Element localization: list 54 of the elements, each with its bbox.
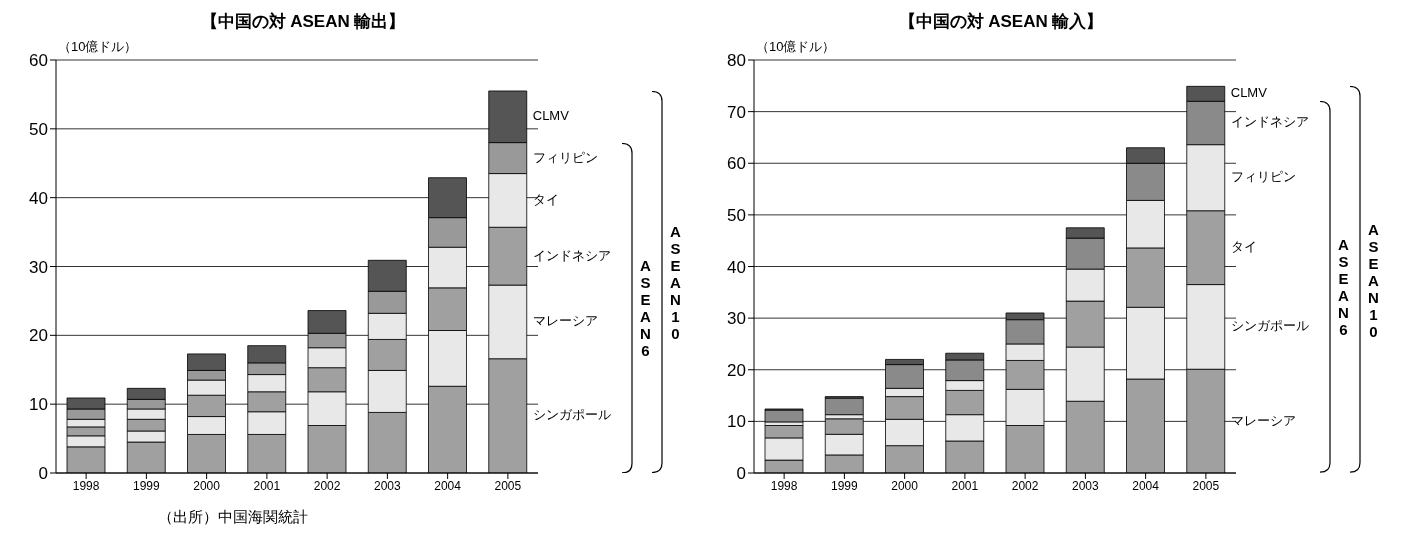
x-tick-label: 1998	[72, 478, 100, 493]
y-tick-label: 30	[727, 309, 746, 329]
series-label: マレーシア	[532, 313, 598, 329]
y-tick-label: 50	[29, 119, 48, 139]
x-tick-label: 2005	[494, 478, 522, 493]
x-tick-label: 2001	[253, 478, 281, 493]
y-tick-label: 40	[727, 257, 746, 277]
y-tick-label: 70	[727, 102, 746, 122]
series-label: タイ	[532, 191, 559, 207]
x-tick-label: 2003	[1072, 478, 1100, 493]
x-tick-label: 2003	[374, 478, 402, 493]
y-axis-title: （10億ドル）	[58, 38, 138, 56]
x-tick-label: 1998	[770, 478, 798, 493]
x-tick-label: 2002	[313, 478, 341, 493]
text: ASEAN10	[1365, 220, 1382, 340]
x-tick-label: 2004	[1132, 478, 1160, 493]
series-label: インドネシア	[532, 247, 611, 263]
text: ASEAN10	[667, 222, 684, 342]
y-axis-title: （10億ドル）	[756, 38, 836, 56]
series-label: フィリピン	[532, 149, 598, 165]
y-tick-label: 50	[727, 205, 746, 225]
x-tick-label: 2000	[193, 478, 221, 493]
y-tick-label: 10	[29, 395, 48, 415]
series-label: シンガポール	[1230, 318, 1309, 334]
y-tick-label: 20	[727, 360, 746, 380]
y-tick-label: 30	[29, 257, 48, 277]
series-label: マレーシア	[1230, 412, 1296, 428]
series-label: シンガポール	[532, 407, 611, 423]
series-label: CLMV	[532, 108, 570, 124]
text: ASEAN6	[637, 256, 654, 359]
bar	[824, 397, 864, 416]
series-label: インドネシア	[1230, 114, 1309, 130]
chart-title: 【中国の対 ASEAN 輸入】	[897, 11, 1105, 33]
x-tick-label: 2005	[1192, 478, 1220, 493]
y-tick-label: 60	[727, 154, 746, 174]
series-label: タイ	[1230, 239, 1257, 255]
y-tick-label: 60	[29, 51, 48, 71]
y-tick-label: 20	[29, 326, 48, 346]
y-tick-label: 40	[29, 188, 48, 208]
x-tick-label: 1999	[133, 478, 161, 493]
x-tick-label: 2002	[1011, 478, 1039, 493]
text: （出所）中国海関統計	[158, 508, 308, 527]
y-tick-label: 0	[38, 464, 48, 484]
x-tick-label: 2001	[951, 478, 979, 493]
x-tick-label: 2004	[434, 478, 462, 493]
y-tick-label: 80	[727, 51, 746, 71]
y-tick-label: 10	[727, 412, 746, 432]
series-label: CLMV	[1230, 85, 1268, 101]
text: ASEAN6	[1335, 236, 1352, 339]
x-tick-label: 1999	[831, 478, 859, 493]
series-label: フィリピン	[1230, 169, 1296, 185]
x-tick-label: 2000	[891, 478, 919, 493]
y-tick-label: 0	[736, 464, 746, 484]
chart-title: 【中国の対 ASEAN 輸出】	[199, 11, 407, 33]
